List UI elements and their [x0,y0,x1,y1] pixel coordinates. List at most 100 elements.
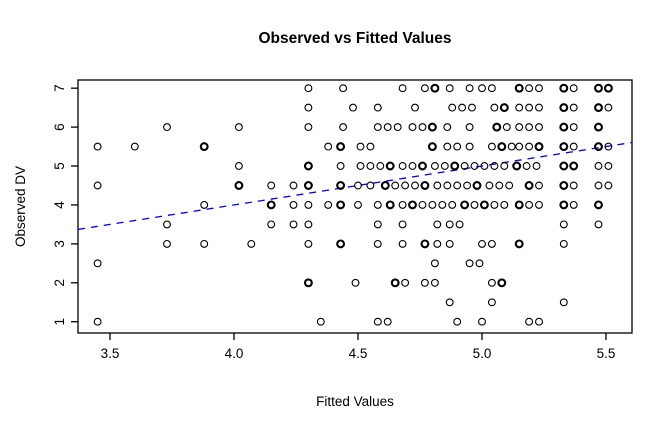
data-point [366,181,375,190]
data-point [495,181,504,190]
data-point [515,123,524,132]
data-point [465,259,474,268]
data-point [594,103,603,113]
data-point [430,259,439,268]
data-point [500,200,509,209]
data-point [163,123,171,132]
data-point [354,181,362,190]
data-point [478,84,486,93]
data-point [490,200,499,209]
data-point [430,83,440,93]
data-point [234,162,243,170]
data-point [535,317,543,326]
identity-reference-line [77,141,633,231]
data-point [465,142,474,151]
data-point [497,278,507,288]
x-tick-label: 3.5 [101,346,120,361]
data-point [336,200,346,210]
y-tick-label: 4 [52,201,67,209]
data-point [559,200,569,210]
y-tick-label: 1 [52,318,67,326]
data-point [398,162,407,170]
data-point [356,162,365,170]
data-point [559,142,569,152]
data-point [525,142,534,151]
data-point [450,161,460,171]
data-point [267,220,276,229]
data-point [303,278,313,288]
data-point [391,181,400,190]
x-axis-label: Fitted Values [316,394,394,409]
data-point [356,142,365,151]
data-point [525,103,534,112]
data-point [502,123,511,132]
data-point [490,103,499,112]
data-point [514,200,524,210]
data-point [460,200,470,210]
data-point [303,161,313,171]
y-tick-label: 5 [52,162,67,170]
data-point [163,239,171,248]
data-point [336,181,346,190]
x-tick-label: 4.0 [225,346,244,361]
data-point [373,220,382,229]
data-point [339,84,348,93]
data-point [445,84,454,93]
data-point [267,181,276,190]
data-point [445,298,454,307]
data-point [594,220,603,229]
data-point [604,103,613,112]
data-point [398,84,407,93]
data-point [130,142,139,151]
data-point [324,200,333,209]
data-point [479,200,489,210]
data-point [373,103,382,112]
data-point [336,162,345,170]
data-point [487,239,496,248]
data-point [401,181,410,190]
plot-box [77,79,633,334]
data-point [465,84,474,93]
data-point [559,298,568,307]
data-point [427,122,437,132]
data-point [366,142,375,151]
data-point [569,142,578,151]
x-tick-label: 5.5 [597,346,616,361]
x-tick-label: 5.0 [473,346,492,361]
y-tick-label: 6 [52,123,67,131]
data-point [408,123,417,132]
data-point [324,142,333,151]
data-points [93,83,613,326]
data-point [366,162,375,170]
data-point [480,162,489,170]
data-point [453,142,462,151]
data-point [507,142,516,151]
data-point [525,123,534,132]
data-point [373,123,382,132]
data-point [559,181,569,190]
data-point [499,103,509,113]
data-point [428,200,437,209]
data-point [316,317,325,326]
data-point [535,181,543,190]
data-point [465,123,474,132]
data-point [373,200,382,209]
data-point [304,103,313,112]
data-point [304,123,313,132]
data-point [443,181,452,190]
data-point [289,200,298,209]
data-point [199,142,209,152]
data-point [234,181,244,190]
data-point [418,123,427,132]
data-point [505,181,514,190]
data-point [398,220,407,229]
data-point [487,84,496,93]
data-point [420,84,429,93]
data-point [604,142,613,151]
data-point [433,181,442,190]
x-tick-label: 4.5 [349,346,368,361]
data-point [380,181,390,190]
data-point [420,181,430,190]
